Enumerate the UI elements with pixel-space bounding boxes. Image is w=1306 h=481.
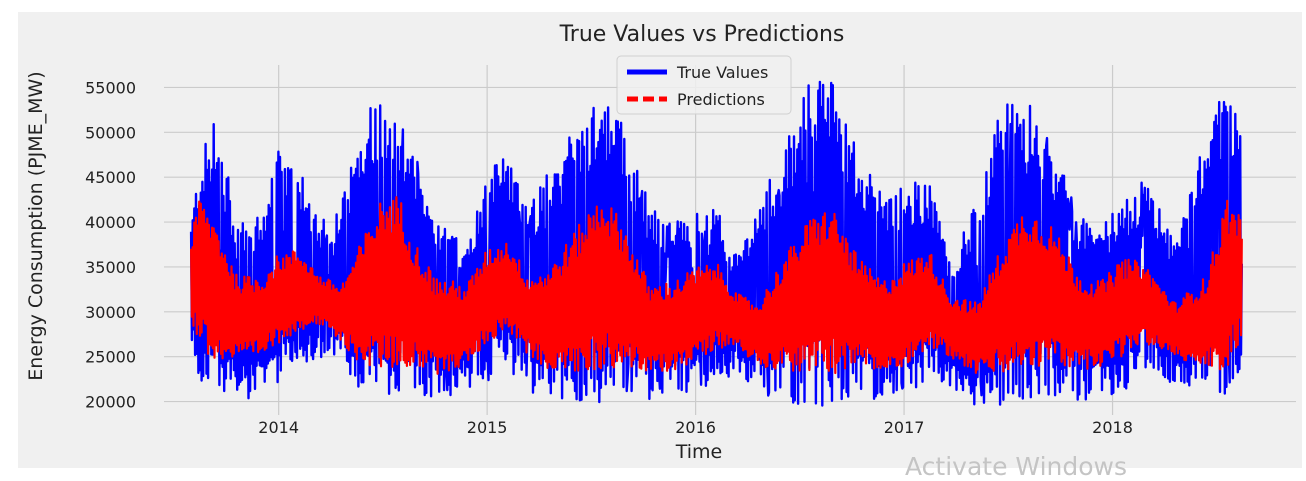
series-layer <box>189 80 1244 407</box>
x-tick-label: 2017 <box>884 418 925 437</box>
series-predictions-line <box>190 196 1243 375</box>
y-axis-label: Energy Consumption (PJME_MW) <box>25 71 47 380</box>
y-tick-label: 50000 <box>85 123 136 142</box>
figure-background: 20000 25000 30000 35000 40000 45000 50000 55000… <box>18 12 1302 468</box>
y-tick-label: 40000 <box>85 213 136 232</box>
chart-title: True Values vs Predictions <box>559 22 845 47</box>
y-tick-label: 55000 <box>85 78 136 97</box>
y-tick-label: 35000 <box>85 258 136 277</box>
x-axis-label: Time <box>675 441 723 463</box>
x-tick-label: 2015 <box>467 418 508 437</box>
y-tick-label: 45000 <box>85 168 136 187</box>
line-chart: 20000 25000 30000 35000 40000 45000 50000 55000… <box>25 22 1296 463</box>
legend: True Values Predictions <box>616 55 792 115</box>
legend-true-values-label: True Values <box>676 63 768 82</box>
activate-windows-watermark: Activate Windows <box>905 452 1127 481</box>
y-tick-label: 20000 <box>85 393 136 412</box>
y-tick-label: 25000 <box>85 348 136 367</box>
legend-predictions-label: Predictions <box>677 90 765 109</box>
x-tick-label: 2014 <box>258 418 299 437</box>
tick-labels: 20000 25000 30000 35000 40000 45000 50000 55000… <box>85 78 1133 437</box>
y-tick-label: 30000 <box>85 303 136 322</box>
x-tick-label: 2016 <box>675 418 716 437</box>
x-tick-label: 2018 <box>1092 418 1133 437</box>
